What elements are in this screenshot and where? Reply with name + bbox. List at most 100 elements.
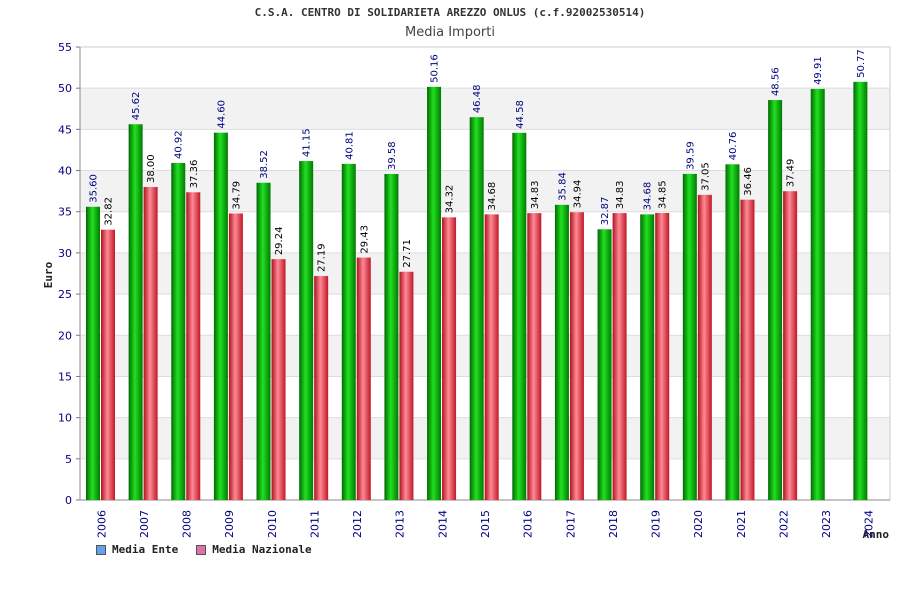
x-tick-label: 2021	[735, 510, 748, 538]
chart-subtitle: Media Importi	[405, 25, 495, 40]
data-label-media-ente: 38.52	[259, 150, 270, 179]
y-tick-label: 5	[65, 453, 72, 466]
x-tick-label: 2016	[522, 510, 535, 538]
data-label-media-nazionale: 34.83	[530, 180, 541, 209]
data-label-media-nazionale: 29.43	[359, 225, 370, 254]
bar-media-nazionale	[101, 229, 115, 500]
data-label-media-nazionale: 37.49	[786, 159, 797, 188]
data-label-media-ente: 40.81	[344, 131, 355, 160]
x-tick-label: 2009	[223, 510, 236, 538]
data-label-media-nazionale: 27.71	[402, 239, 413, 268]
x-axis-label: Anno	[863, 528, 890, 541]
bar-media-ente	[469, 117, 484, 500]
data-label-media-nazionale: 37.36	[189, 160, 200, 189]
bar-media-nazionale	[484, 214, 499, 500]
data-label-media-ente: 35.84	[557, 172, 568, 201]
x-tick-label: 2011	[308, 510, 321, 538]
bar-media-ente	[427, 86, 442, 500]
y-axis-label: Euro	[42, 261, 55, 288]
data-label-media-ente: 48.56	[771, 67, 782, 96]
x-tick-label: 2006	[95, 510, 108, 538]
x-tick-label: 2013	[394, 510, 407, 538]
bar-media-nazionale	[569, 212, 584, 501]
bar-media-nazionale	[314, 276, 329, 500]
bar-media-nazionale	[612, 213, 627, 501]
x-tick-label: 2007	[138, 510, 151, 538]
bar-media-nazionale	[186, 192, 201, 500]
x-tick-label: 2022	[777, 510, 790, 538]
bar-media-ente	[128, 124, 143, 501]
data-label-media-nazionale: 29.24	[274, 227, 285, 256]
y-tick-label: 55	[58, 41, 72, 54]
legend: Media Ente Media Nazionale	[96, 543, 312, 556]
bar-media-ente	[853, 81, 868, 501]
legend-label-media-nazionale: Media Nazionale	[212, 543, 312, 556]
data-label-media-nazionale: 34.85	[658, 180, 669, 209]
x-tick-label: 2015	[479, 510, 492, 538]
bar-media-nazionale	[356, 257, 371, 500]
bar-media-nazionale	[783, 191, 798, 500]
x-tick-label: 2020	[692, 510, 705, 538]
bar-media-nazionale	[740, 199, 755, 500]
bar-media-ente	[256, 182, 271, 500]
bar-media-ente	[768, 100, 783, 501]
data-label-media-ente: 44.60	[216, 100, 227, 129]
bar-media-ente	[512, 132, 527, 500]
x-tick-label: 2014	[436, 510, 449, 538]
bar-media-ente	[682, 173, 697, 500]
y-tick-label: 20	[58, 329, 72, 342]
bar-media-ente	[554, 204, 569, 501]
data-label-media-ente: 35.60	[89, 174, 100, 203]
data-label-media-ente: 39.58	[387, 141, 398, 170]
data-label-media-ente: 44.58	[515, 100, 526, 129]
y-tick-label: 40	[58, 165, 72, 178]
data-label-media-ente: 40.92	[174, 130, 185, 159]
bar-media-nazionale	[228, 213, 243, 500]
data-label-media-ente: 41.15	[302, 128, 313, 157]
bar-media-ente	[384, 174, 399, 500]
bar-media-nazionale	[399, 271, 414, 500]
bar-media-ente	[597, 229, 612, 500]
bar-media-nazionale	[143, 187, 158, 500]
x-tick-label: 2024	[863, 510, 876, 538]
data-label-media-nazionale: 34.68	[487, 182, 498, 211]
bar-media-ente	[86, 206, 100, 500]
bar-media-ente	[725, 164, 740, 500]
legend-item-media-nazionale: Media Nazionale	[196, 543, 312, 556]
grid-band	[80, 88, 890, 130]
legend-swatch-media-nazionale	[196, 544, 207, 555]
data-label-media-ente: 50.77	[856, 49, 867, 78]
y-tick-label: 50	[58, 82, 72, 95]
data-label-media-nazionale: 32.82	[104, 197, 115, 226]
y-tick-label: 0	[65, 494, 72, 507]
legend-label-media-ente: Media Ente	[112, 543, 179, 556]
data-label-media-nazionale: 34.83	[615, 180, 626, 209]
bar-media-nazionale	[697, 194, 712, 501]
bar-media-ente	[640, 214, 655, 500]
x-tick-label: 2010	[266, 510, 279, 538]
x-tick-label: 2019	[650, 510, 663, 538]
data-label-media-ente: 45.62	[131, 92, 142, 121]
x-tick-label: 2017	[564, 510, 577, 538]
bar-media-ente	[299, 161, 314, 500]
data-label-media-nazionale: 38.00	[146, 154, 157, 183]
data-label-media-ente: 32.87	[600, 197, 611, 226]
x-tick-label: 2018	[607, 510, 620, 538]
bar-media-ente	[171, 162, 186, 500]
data-label-media-ente: 40.76	[728, 132, 739, 161]
bar-media-nazionale	[655, 212, 670, 501]
data-label-media-nazionale: 34.79	[231, 181, 242, 210]
data-label-media-ente: 49.91	[813, 56, 824, 85]
data-label-media-ente: 50.16	[430, 54, 441, 83]
y-tick-label: 10	[58, 412, 72, 425]
bar-media-nazionale	[527, 213, 542, 501]
data-label-media-ente: 34.68	[643, 182, 654, 211]
bar-media-ente	[213, 132, 228, 500]
x-tick-label: 2008	[181, 510, 194, 538]
x-tick-label: 2023	[820, 510, 833, 538]
data-label-media-nazionale: 36.46	[743, 167, 754, 196]
data-label-media-nazionale: 37.05	[700, 162, 711, 191]
data-label-media-nazionale: 34.32	[445, 185, 456, 214]
data-label-media-nazionale: 34.94	[572, 180, 583, 209]
